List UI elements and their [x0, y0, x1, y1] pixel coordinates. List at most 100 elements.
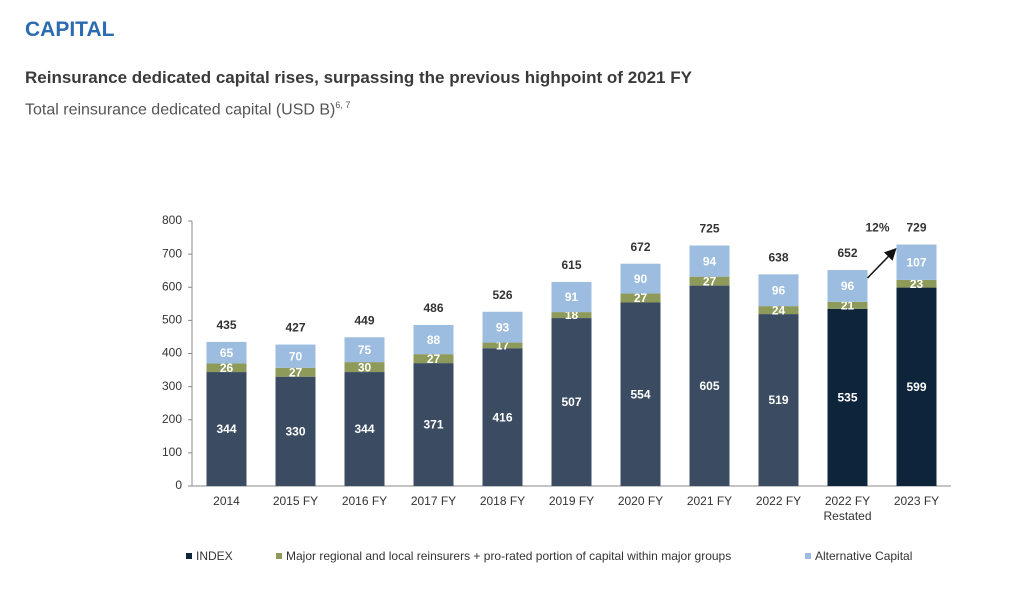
bar-segment [482, 311, 523, 343]
x-tick-label: 2017 FY [410, 494, 457, 508]
segment-label: 27 [634, 291, 648, 305]
x-tick-label: 2018 FY [479, 494, 526, 508]
section-title: CAPITAL [25, 18, 115, 41]
bar-segment [551, 312, 592, 319]
bar-segment [413, 363, 454, 486]
legend-label: Major regional and local reinsurers + pr… [286, 548, 732, 563]
segment-label: 519 [768, 393, 788, 407]
segment-label: 93 [496, 320, 510, 334]
segment-label: 27 [427, 352, 441, 366]
segment-label: 26 [220, 361, 234, 375]
y-tick-label: 0 [175, 478, 182, 492]
x-tick-label: 2021 FY [686, 494, 733, 508]
bar-segment [206, 363, 247, 373]
headline: Reinsurance dedicated capital rises, sur… [25, 68, 692, 87]
bar-segment [689, 285, 730, 486]
y-tick-label: 300 [162, 379, 182, 393]
total-label: 449 [354, 313, 374, 327]
legend-label: Alternative Capital [815, 548, 913, 563]
segment-label: 88 [427, 333, 441, 347]
segment-label: 75 [358, 343, 372, 357]
y-tick-label: 100 [162, 445, 182, 459]
bar-segment [620, 293, 661, 303]
segment-label: 416 [492, 410, 512, 424]
bar-segment [689, 276, 730, 286]
bar-segment [344, 362, 385, 373]
bar-segment [896, 279, 937, 288]
legend-swatch [186, 552, 192, 559]
y-tick-label: 600 [162, 279, 182, 293]
x-tick-label: 2020 FY [617, 494, 664, 508]
segment-label: 599 [906, 380, 926, 394]
growth-arrow [866, 247, 897, 279]
bar-segment [482, 342, 523, 349]
segment-label: 535 [837, 391, 857, 405]
total-label: 435 [216, 318, 236, 332]
total-label: 672 [630, 240, 650, 254]
segment-label: 344 [354, 422, 374, 436]
segment-label: 23 [910, 277, 924, 291]
bar-segment [896, 244, 937, 280]
annotation: 12% [865, 220, 889, 234]
total-label: 652 [837, 246, 857, 260]
segment-label: 90 [634, 272, 648, 286]
bar-segment [206, 341, 247, 364]
total-label: 615 [561, 258, 581, 272]
bar-segment [827, 270, 868, 302]
bar-segment [275, 367, 316, 377]
bar-segment [689, 245, 730, 277]
y-tick-label: 400 [162, 346, 182, 360]
bar-segment [620, 302, 661, 486]
y-tick-label: 800 [162, 213, 182, 227]
bar-segment [344, 337, 385, 363]
total-label: 729 [906, 221, 926, 235]
segment-label: 605 [699, 379, 719, 393]
total-label: 486 [423, 301, 443, 315]
segment-label: 96 [841, 279, 855, 293]
y-tick-label: 200 [162, 412, 182, 426]
legend-label: INDEX [196, 548, 233, 563]
bar-segment [206, 372, 247, 486]
x-tick-label: 2023 FY [893, 494, 940, 508]
bar-segment [758, 306, 799, 315]
segment-label: 94 [703, 254, 717, 268]
x-tick-label: 2015 FY [272, 494, 319, 508]
bar-segment [551, 281, 592, 313]
segment-label: 27 [289, 365, 303, 379]
legend-item: INDEX [186, 548, 233, 563]
total-label: 725 [699, 222, 719, 236]
segment-label: 554 [630, 387, 650, 401]
segment-label: 107 [906, 255, 926, 269]
bar-segment [620, 263, 661, 294]
segment-label: 96 [772, 283, 786, 297]
segment-label: 70 [289, 349, 303, 363]
total-label: 427 [285, 321, 305, 335]
bar-segment [413, 354, 454, 364]
footnote-ref: 6, 7 [335, 100, 351, 110]
bar-segment [827, 308, 868, 486]
x-tick-label: 2016 FY [341, 494, 388, 508]
legend-swatch [276, 552, 282, 559]
total-label: 638 [768, 251, 788, 265]
bar-segment [275, 376, 316, 486]
segment-label: 27 [703, 274, 717, 288]
segment-label: 30 [358, 360, 372, 374]
segment-label: 344 [216, 422, 236, 436]
y-tick-label: 500 [162, 313, 182, 327]
segment-label: 330 [285, 425, 305, 439]
y-tick-label: 700 [162, 246, 182, 260]
bar-segment [413, 325, 454, 355]
segment-label: 24 [772, 303, 786, 317]
bar-segment [758, 314, 799, 486]
segment-label: 21 [841, 298, 855, 312]
segment-label: 65 [220, 346, 234, 360]
bar-segment [275, 344, 316, 368]
subtitle-text: Total reinsurance dedicated capital (USD… [25, 101, 336, 119]
subtitle: Total reinsurance dedicated capital (USD… [25, 100, 350, 119]
x-tick-label: 2019 FY [548, 494, 595, 508]
segment-label: 507 [561, 395, 581, 409]
legend-item: Alternative Capital [805, 548, 912, 563]
x-tick-label: 2022 FY [755, 494, 802, 508]
